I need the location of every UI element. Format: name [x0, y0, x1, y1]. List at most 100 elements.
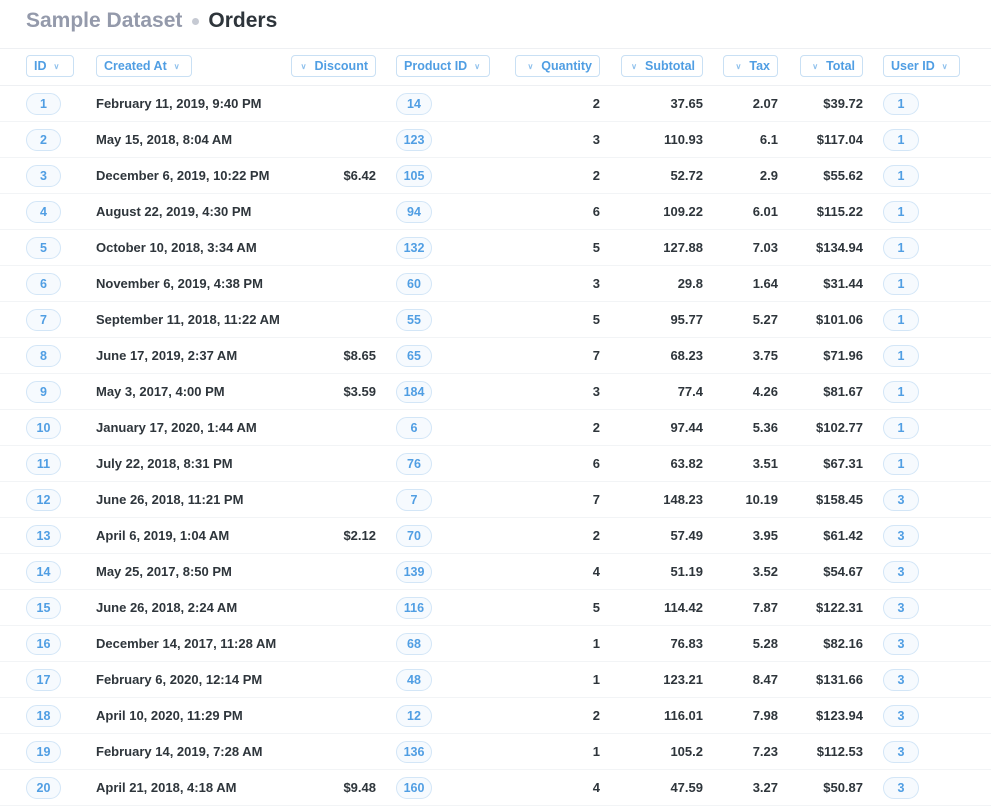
cell-product-id-link[interactable]: 94 — [396, 201, 432, 223]
column-header-id[interactable]: ID ∨ — [26, 55, 74, 77]
cell-user-id-link[interactable]: 3 — [883, 525, 919, 547]
cell-product-id-link[interactable]: 70 — [396, 525, 432, 547]
cell-quantity: 2 — [592, 420, 600, 435]
table-row[interactable]: 5 October 10, 2018, 3:34 AM 132 5 127.88 7.03… — [0, 230, 991, 266]
cell-id-link[interactable]: 9 — [26, 381, 61, 403]
cell-product-id-link[interactable]: 160 — [396, 777, 432, 799]
cell-user-id-link[interactable]: 1 — [883, 453, 919, 475]
cell-id-link[interactable]: 2 — [26, 129, 61, 151]
cell-subtotal: 105.2 — [670, 744, 703, 759]
cell-quantity: 7 — [592, 348, 600, 363]
column-header-discount[interactable]: ∨ Discount — [291, 55, 376, 77]
cell-id-link[interactable]: 3 — [26, 165, 61, 187]
breadcrumb-database-link[interactable]: Sample Dataset — [26, 9, 183, 32]
cell-id-link[interactable]: 5 — [26, 237, 61, 259]
cell-id-link[interactable]: 4 — [26, 201, 61, 223]
cell-user-id-link[interactable]: 1 — [883, 93, 919, 115]
cell-id-link[interactable]: 10 — [26, 417, 61, 439]
cell-user-id-link[interactable]: 1 — [883, 417, 919, 439]
table-row[interactable]: 14 May 25, 2017, 8:50 PM 139 4 51.19 3.52 $54.… — [0, 554, 991, 590]
table-row[interactable]: 20 April 21, 2018, 4:18 AM $9.48 160 4 47.59 3… — [0, 770, 991, 806]
cell-user-id-link[interactable]: 3 — [883, 669, 919, 691]
table-row[interactable]: 6 November 6, 2019, 4:38 PM 60 3 29.8 1.64 $31… — [0, 266, 991, 302]
cell-user-id-link[interactable]: 1 — [883, 237, 919, 259]
cell-id-link[interactable]: 18 — [26, 705, 61, 727]
cell-product-id-link[interactable]: 123 — [396, 129, 432, 151]
cell-product-id-link[interactable]: 105 — [396, 165, 432, 187]
cell-user-id-link[interactable]: 1 — [883, 129, 919, 151]
cell-id-link[interactable]: 16 — [26, 633, 61, 655]
table-row[interactable]: 4 August 22, 2019, 4:30 PM 94 6 109.22 6.01 $1… — [0, 194, 991, 230]
cell-tax: 2.07 — [752, 96, 778, 111]
cell-product-id-link[interactable]: 6 — [396, 417, 432, 439]
cell-user-id-link[interactable]: 3 — [883, 633, 919, 655]
cell-subtotal: 95.77 — [670, 312, 703, 327]
table-row[interactable]: 3 December 6, 2019, 10:22 PM $6.42 105 2 52.7… — [0, 158, 991, 194]
table-row[interactable]: 16 December 14, 2017, 11:28 AM 68 1 76.83 5.2… — [0, 626, 991, 662]
cell-tax: 4.26 — [752, 384, 778, 399]
cell-user-id-link[interactable]: 3 — [883, 705, 919, 727]
cell-id-link[interactable]: 1 — [26, 93, 61, 115]
cell-product-id-link[interactable]: 55 — [396, 309, 432, 331]
cell-user-id-link[interactable]: 3 — [883, 489, 919, 511]
cell-product-id-link[interactable]: 48 — [396, 669, 432, 691]
cell-user-id-link[interactable]: 1 — [883, 201, 919, 223]
cell-user-id-link[interactable]: 1 — [883, 309, 919, 331]
cell-user-id-link[interactable]: 3 — [883, 597, 919, 619]
cell-id-link[interactable]: 8 — [26, 345, 61, 367]
cell-product-id-link[interactable]: 68 — [396, 633, 432, 655]
cell-product-id-link[interactable]: 184 — [396, 381, 432, 403]
cell-product-id-link[interactable]: 76 — [396, 453, 432, 475]
table-row[interactable]: 9 May 3, 2017, 4:00 PM $3.59 184 3 77.4 4.26 $8… — [0, 374, 991, 410]
cell-total: $67.31 — [823, 456, 863, 471]
cell-id-link[interactable]: 11 — [26, 453, 61, 475]
cell-user-id-link[interactable]: 3 — [883, 741, 919, 763]
table-row[interactable]: 19 February 14, 2019, 7:28 AM 136 1 105.2 7.2… — [0, 734, 991, 770]
table-row[interactable]: 10 January 17, 2020, 1:44 AM 6 2 97.44 5.36 $1… — [0, 410, 991, 446]
cell-id-link[interactable]: 15 — [26, 597, 61, 619]
cell-user-id-link[interactable]: 3 — [883, 561, 919, 583]
cell-total: $117.04 — [816, 132, 863, 147]
cell-total: $39.72 — [823, 96, 863, 111]
table-row[interactable]: 8 June 17, 2019, 2:37 AM $8.65 65 7 68.23 3.75… — [0, 338, 991, 374]
cell-created-at: April 21, 2018, 4:18 AM — [96, 780, 237, 795]
cell-product-id-link[interactable]: 14 — [396, 93, 432, 115]
cell-product-id-link[interactable]: 7 — [396, 489, 432, 511]
column-header-quantity[interactable]: ∨ Quantity — [515, 55, 600, 77]
cell-id-link[interactable]: 17 — [26, 669, 61, 691]
cell-product-id-link[interactable]: 65 — [396, 345, 432, 367]
table-row[interactable]: 13 April 6, 2019, 1:04 AM $2.12 70 2 57.49 3.9… — [0, 518, 991, 554]
table-row[interactable]: 1 February 11, 2019, 9:40 PM 14 2 37.65 2.07 $… — [0, 86, 991, 122]
cell-product-id-link[interactable]: 132 — [396, 237, 432, 259]
cell-id-link[interactable]: 7 — [26, 309, 61, 331]
column-header-subtotal[interactable]: ∨ Subtotal — [621, 55, 703, 77]
table-row[interactable]: 11 July 22, 2018, 8:31 PM 76 6 63.82 3.51 $67.… — [0, 446, 991, 482]
cell-user-id-link[interactable]: 1 — [883, 381, 919, 403]
cell-id-link[interactable]: 19 — [26, 741, 61, 763]
table-row[interactable]: 2 May 15, 2018, 8:04 AM 123 3 110.93 6.1 $117.… — [0, 122, 991, 158]
cell-id-link[interactable]: 14 — [26, 561, 61, 583]
cell-id-link[interactable]: 20 — [26, 777, 61, 799]
cell-user-id-link[interactable]: 1 — [883, 165, 919, 187]
cell-id-link[interactable]: 13 — [26, 525, 61, 547]
table-row[interactable]: 7 September 11, 2018, 11:22 AM 55 5 95.77 5.2… — [0, 302, 991, 338]
column-header-tax[interactable]: ∨ Tax — [723, 55, 778, 77]
cell-id-link[interactable]: 12 — [26, 489, 61, 511]
column-header-total[interactable]: ∨ Total — [800, 55, 863, 77]
table-row[interactable]: 15 June 26, 2018, 2:24 AM 116 5 114.42 7.87 $1… — [0, 590, 991, 626]
cell-id-link[interactable]: 6 — [26, 273, 61, 295]
table-row[interactable]: 17 February 6, 2020, 12:14 PM 48 1 123.21 8.4… — [0, 662, 991, 698]
table-row[interactable]: 18 April 10, 2020, 11:29 PM 12 2 116.01 7.98 $… — [0, 698, 991, 734]
column-header-created-at[interactable]: Created At ∨ — [96, 55, 192, 77]
cell-product-id-link[interactable]: 12 — [396, 705, 432, 727]
cell-user-id-link[interactable]: 3 — [883, 777, 919, 799]
cell-product-id-link[interactable]: 139 — [396, 561, 432, 583]
column-header-user-id[interactable]: User ID ∨ — [883, 55, 960, 77]
table-row[interactable]: 12 June 26, 2018, 11:21 PM 7 7 148.23 10.19 $1… — [0, 482, 991, 518]
cell-product-id-link[interactable]: 60 — [396, 273, 432, 295]
cell-user-id-link[interactable]: 1 — [883, 345, 919, 367]
cell-user-id-link[interactable]: 1 — [883, 273, 919, 295]
cell-product-id-link[interactable]: 136 — [396, 741, 432, 763]
cell-product-id-link[interactable]: 116 — [396, 597, 432, 619]
column-header-product-id[interactable]: Product ID ∨ — [396, 55, 490, 77]
